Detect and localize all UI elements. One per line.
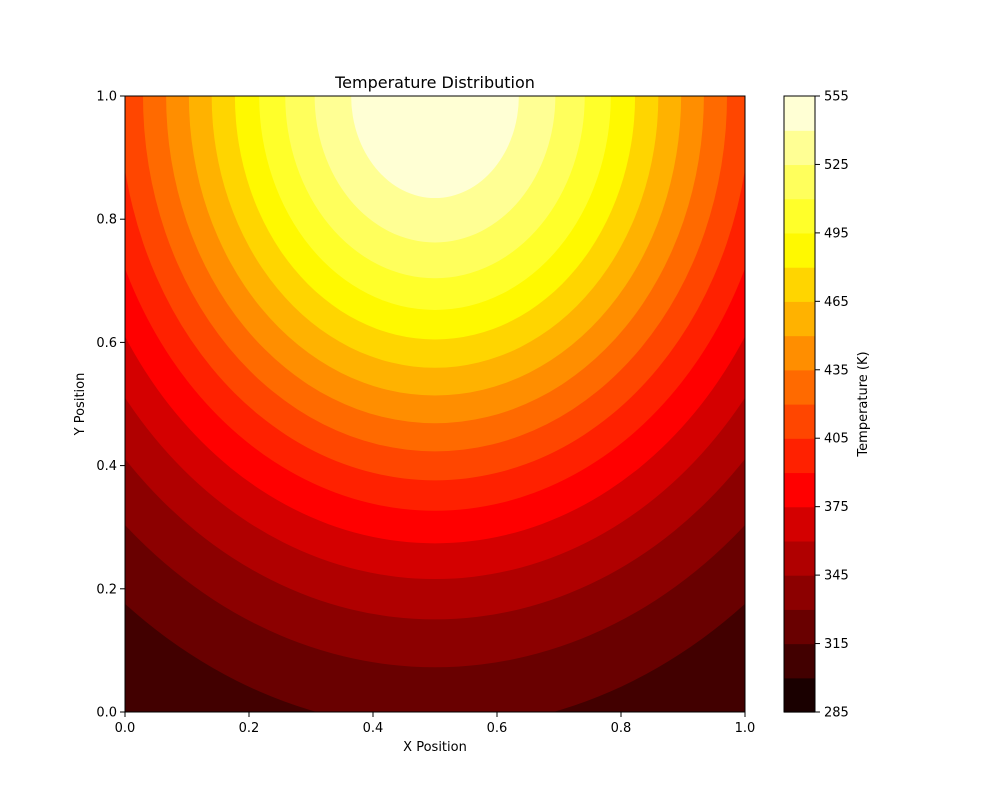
- colorbar-tick-label: 525: [824, 158, 849, 173]
- x-axis-ticks: 0.0 0.2 0.4 0.6 0.8 1.0: [115, 712, 756, 736]
- colorbar-band: [784, 267, 815, 302]
- colorbar-tick-label: 495: [824, 226, 849, 241]
- y-axis-label: Y Position: [73, 373, 88, 437]
- x-tick-label: 0.6: [487, 721, 508, 736]
- y-tick-label: 0.6: [96, 336, 117, 351]
- colorbar-band: [784, 96, 815, 131]
- colorbar-band: [784, 130, 815, 166]
- x-tick-label: 1.0: [735, 721, 756, 736]
- x-axis-label: X Position: [403, 740, 467, 755]
- colorbar-band: [784, 540, 815, 576]
- colorbar-band: [784, 198, 815, 234]
- colorbar: 285 315 345 375 405 435 465 495 525 555: [783, 90, 849, 721]
- contour-band: [351, 96, 519, 199]
- x-tick-label: 0.2: [239, 721, 260, 736]
- colorbar-tick-label: 285: [824, 706, 849, 721]
- colorbar-band: [784, 369, 815, 405]
- colorbar-band: [784, 335, 815, 371]
- colorbar-band: [784, 506, 815, 542]
- y-axis-ticks: 0.0 0.2 0.4 0.6 0.8 1.0: [96, 90, 125, 721]
- colorbar-band: [784, 301, 815, 337]
- colorbar-tick-label: 405: [824, 432, 849, 447]
- y-tick-label: 0.0: [96, 706, 117, 721]
- colorbar-tick-label: 345: [824, 569, 849, 584]
- colorbar-band: [784, 164, 815, 200]
- colorbar-band: [784, 438, 815, 474]
- colorbar-band: [784, 643, 815, 679]
- colorbar-band: [784, 404, 815, 439]
- chart-title: Temperature Distribution: [334, 73, 535, 92]
- plot-frame: [124, 95, 746, 713]
- y-tick-label: 1.0: [96, 90, 117, 105]
- colorbar-band: [784, 677, 815, 713]
- x-tick-label: 0.8: [611, 721, 632, 736]
- x-tick-label: 0.0: [115, 721, 136, 736]
- colorbar-tick-label: 555: [824, 90, 849, 105]
- colorbar-label: Temperature (K): [856, 351, 871, 457]
- colorbar-band: [784, 609, 815, 645]
- x-tick-label: 0.4: [363, 721, 384, 736]
- y-tick-label: 0.4: [96, 459, 117, 474]
- colorbar-frame: [783, 95, 816, 713]
- y-tick-label: 0.2: [96, 582, 117, 597]
- colorbar-band: [784, 575, 815, 610]
- colorbar-tick-label: 375: [824, 500, 849, 515]
- colorbar-tick-label: 315: [824, 637, 849, 652]
- colorbar-tick-label: 465: [824, 295, 849, 310]
- colorbar-tick-label: 435: [824, 363, 849, 378]
- colorbar-band: [784, 472, 815, 508]
- y-tick-label: 0.8: [96, 213, 117, 228]
- colorbar-band: [784, 232, 815, 268]
